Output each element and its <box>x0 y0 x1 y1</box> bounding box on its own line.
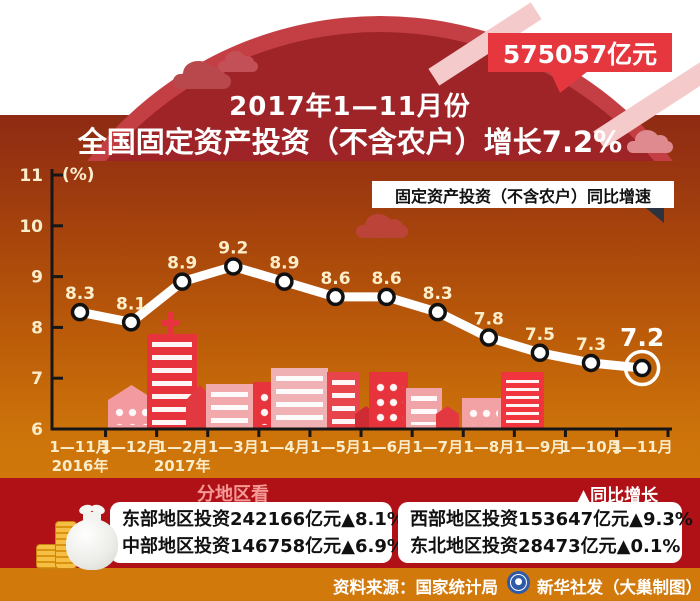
region-row-text: 东北地区投资28473亿元 <box>410 535 617 557</box>
title-period: 2017年1—11月份 <box>229 92 471 122</box>
chart-legend: 固定资产投资（不含农户）同比增速 <box>372 181 674 208</box>
cloud-icon <box>218 51 258 72</box>
region-row-change: ▲9.3% <box>629 508 693 530</box>
badge-tail <box>550 71 588 93</box>
credit: 新华社发（大巢制图） <box>537 578 700 597</box>
building <box>501 372 544 429</box>
xinhua-logo-icon: ● <box>507 571 530 594</box>
building <box>271 368 328 429</box>
cloud-icon <box>627 130 673 153</box>
region-row: 西部地区投资153647亿元 ▲9.3% <box>410 506 693 533</box>
regions-section-label: 分地区看 <box>197 484 269 505</box>
money-bag-body <box>66 519 118 570</box>
region-row: 中部地区投资146758亿元 ▲6.9% <box>122 533 405 560</box>
region-row-change: ▲8.1% <box>341 508 405 530</box>
region-row-text: 西部地区投资153647亿元 <box>410 508 630 530</box>
building <box>369 372 408 429</box>
money-bag-icon <box>66 505 118 570</box>
region-row: 东部地区投资242166亿元 ▲8.1% <box>122 506 405 533</box>
growth-note-label: ▲同比增长 <box>577 486 659 506</box>
region-row-change: ▲0.1% <box>616 535 681 557</box>
data-source: 资料来源：国家统计局 <box>333 578 498 597</box>
page-title: 全国固定资产投资（不含农户）增长7.2% <box>77 125 623 159</box>
region-row-text: 东部地区投资242166亿元 <box>122 508 342 530</box>
footer-band <box>0 568 700 601</box>
region-box-east-central: 东部地区投资242166亿元 ▲8.1% 中部地区投资146758亿元 ▲6.9… <box>110 502 405 563</box>
antenna-icon <box>162 312 180 334</box>
city-skyline <box>52 300 674 429</box>
legend-fold-icon <box>646 208 664 223</box>
building <box>206 384 253 429</box>
building <box>462 398 503 429</box>
region-row: 东北地区投资28473亿元 ▲0.1% <box>410 533 680 560</box>
region-box-west-northeast: 西部地区投资153647亿元 ▲9.3% 东北地区投资28473亿元 ▲0.1% <box>398 502 693 563</box>
total-investment-badge: 575057亿元 <box>488 33 672 72</box>
cloud-icon <box>356 213 408 238</box>
region-row-change: ▲6.9% <box>341 535 405 557</box>
region-row-text: 中部地区投资146758亿元 <box>122 535 342 557</box>
